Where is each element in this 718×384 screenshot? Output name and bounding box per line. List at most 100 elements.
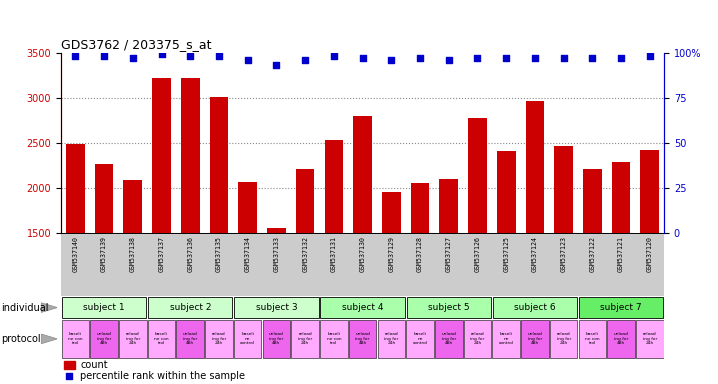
Text: baseli
ne
control: baseli ne control	[499, 332, 513, 346]
Text: GSM537137: GSM537137	[159, 236, 164, 272]
Point	[414, 55, 426, 61]
Bar	[296, 169, 314, 368]
Point	[242, 57, 253, 63]
Text: unload
ing for
48h: unload ing for 48h	[97, 332, 111, 346]
Text: GSM537131: GSM537131	[331, 236, 337, 272]
Text: unload
ing for
48h: unload ing for 48h	[269, 332, 284, 346]
Text: count: count	[80, 360, 108, 370]
Bar	[378, 319, 405, 358]
Text: unload
ing for
48h: unload ing for 48h	[614, 332, 628, 346]
Bar	[550, 319, 577, 358]
Bar	[521, 319, 549, 358]
Bar	[62, 319, 89, 358]
Text: GSM537130: GSM537130	[360, 236, 365, 272]
Bar	[468, 118, 487, 368]
Point	[328, 53, 340, 59]
Point	[63, 372, 75, 379]
Point	[529, 55, 541, 61]
Point	[185, 53, 196, 59]
Bar	[579, 319, 606, 358]
Text: GSM537138: GSM537138	[130, 236, 136, 272]
Point	[558, 55, 569, 61]
Text: GSM537121: GSM537121	[618, 236, 624, 272]
Point	[587, 55, 598, 61]
Bar	[95, 164, 113, 368]
Bar	[497, 151, 516, 368]
Text: baseli
ne con
trol: baseli ne con trol	[68, 332, 83, 346]
Text: GSM537132: GSM537132	[302, 236, 308, 272]
Text: GSM537120: GSM537120	[647, 236, 653, 272]
Point	[644, 53, 656, 59]
Point	[443, 57, 454, 63]
Bar	[148, 297, 233, 318]
Bar	[406, 319, 434, 358]
Text: GSM537125: GSM537125	[503, 236, 509, 272]
Bar	[464, 319, 491, 358]
Point	[98, 53, 110, 59]
Bar	[579, 297, 663, 318]
Text: unload
ing for
48h: unload ing for 48h	[355, 332, 370, 346]
Bar	[607, 319, 635, 358]
Text: reload
ing for
24h: reload ing for 24h	[470, 332, 485, 346]
Text: GSM537134: GSM537134	[245, 236, 251, 272]
Point	[386, 57, 397, 63]
Text: reload
ing for
24h: reload ing for 24h	[643, 332, 657, 346]
Text: subject 5: subject 5	[428, 303, 470, 312]
Bar	[181, 78, 200, 368]
Bar	[119, 319, 146, 358]
Bar	[411, 184, 429, 368]
Bar	[152, 78, 171, 368]
Text: baseli
ne con
trol: baseli ne con trol	[327, 332, 341, 346]
Bar	[148, 319, 175, 358]
Point	[299, 57, 311, 63]
Text: reload
ing for
24h: reload ing for 24h	[384, 332, 398, 346]
Text: percentile rank within the sample: percentile rank within the sample	[80, 371, 246, 381]
Text: reload
ing for
24h: reload ing for 24h	[212, 332, 226, 346]
Text: subject 3: subject 3	[256, 303, 297, 312]
Text: subject 7: subject 7	[600, 303, 642, 312]
Bar	[320, 297, 405, 318]
Bar	[439, 179, 458, 368]
Text: baseli
ne
control: baseli ne control	[241, 332, 255, 346]
Text: GSM537123: GSM537123	[561, 236, 567, 272]
Polygon shape	[42, 334, 57, 344]
Bar	[526, 101, 544, 368]
Text: GSM537127: GSM537127	[446, 236, 452, 272]
Text: GSM537129: GSM537129	[388, 236, 394, 272]
Point	[271, 62, 282, 68]
Bar	[234, 319, 261, 358]
Bar	[640, 150, 659, 368]
Point	[500, 55, 512, 61]
Text: individual: individual	[1, 303, 48, 313]
Text: subject 2: subject 2	[169, 303, 211, 312]
Text: GSM537126: GSM537126	[475, 236, 480, 272]
Point	[156, 51, 167, 58]
Bar	[636, 319, 663, 358]
Bar	[382, 192, 401, 368]
Point	[70, 53, 81, 59]
Text: unload
ing for
48h: unload ing for 48h	[528, 332, 542, 346]
Text: reload
ing for
24h: reload ing for 24h	[556, 332, 571, 346]
Bar	[554, 146, 573, 368]
Bar	[205, 319, 233, 358]
Point	[127, 55, 139, 61]
Text: baseli
ne
control: baseli ne control	[413, 332, 427, 346]
Bar	[349, 319, 376, 358]
Text: subject 6: subject 6	[514, 303, 556, 312]
Text: GSM537133: GSM537133	[274, 236, 279, 272]
Text: reload
ing for
24h: reload ing for 24h	[126, 332, 140, 346]
Text: GSM537124: GSM537124	[532, 236, 538, 272]
Point	[213, 53, 225, 59]
Bar	[210, 97, 228, 368]
Bar	[90, 319, 118, 358]
Text: baseli
ne con
trol: baseli ne con trol	[585, 332, 600, 346]
Bar	[177, 319, 204, 358]
Polygon shape	[42, 303, 57, 313]
Text: GSM537136: GSM537136	[187, 236, 193, 272]
Bar	[66, 144, 85, 368]
Bar	[292, 319, 319, 358]
Bar	[238, 182, 257, 368]
Bar	[64, 361, 75, 369]
Bar	[267, 228, 286, 368]
Text: protocol: protocol	[1, 334, 40, 344]
